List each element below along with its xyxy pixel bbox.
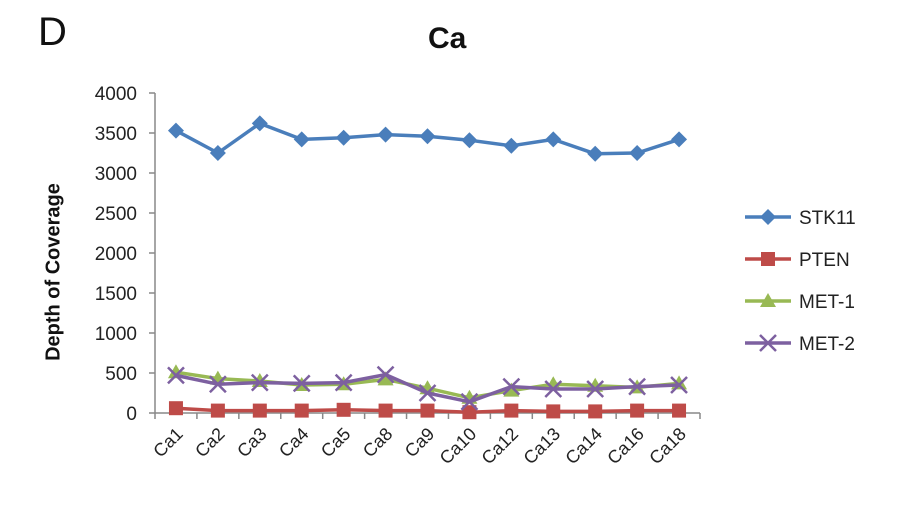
x-tick-label: Ca14 <box>561 424 606 469</box>
data-point-met-2 <box>502 377 521 396</box>
data-point-stk11 <box>293 131 310 148</box>
y-tick-label: 3000 <box>95 164 137 185</box>
data-point-pten <box>168 401 183 416</box>
x-tick-label: Ca2 <box>191 424 228 461</box>
data-point-stk11 <box>419 128 436 145</box>
x-tick-label: Ca5 <box>317 424 354 461</box>
data-point-met-2 <box>209 375 227 394</box>
data-point-pten <box>378 403 393 418</box>
data-point-pten <box>504 403 519 418</box>
data-point-stk11 <box>167 122 184 139</box>
x-tick-label: Ca13 <box>520 424 565 469</box>
y-tick-label: 2000 <box>95 244 137 265</box>
y-tick-label: 1500 <box>95 284 137 305</box>
legend-label-pten: PTEN <box>799 250 850 271</box>
data-point-pten <box>294 403 309 418</box>
data-point-met-2 <box>544 380 563 398</box>
data-point-pten <box>210 403 225 418</box>
x-tick-label: Ca18 <box>645 424 690 469</box>
data-point-pten <box>336 402 351 417</box>
data-point-stk11 <box>503 137 520 154</box>
legend-marker-met-2 <box>759 334 777 352</box>
data-point-met-1 <box>503 382 520 397</box>
data-point-met-2 <box>418 384 437 402</box>
data-point-met-2 <box>250 373 269 392</box>
data-point-met-2 <box>334 373 353 392</box>
data-point-met-2 <box>376 365 395 384</box>
data-point-met-2 <box>586 380 605 398</box>
legend-marker-pten <box>761 252 775 266</box>
panel-label: D <box>38 10 67 54</box>
data-point-pten <box>630 403 645 418</box>
y-tick-label: 4000 <box>95 84 137 105</box>
y-tick-label: 0 <box>126 404 137 425</box>
data-point-pten <box>462 405 477 420</box>
y-tick-label: 3500 <box>95 124 137 145</box>
y-tick-label: 2500 <box>95 204 137 225</box>
data-point-met-2 <box>292 374 311 393</box>
data-point-pten <box>588 404 603 419</box>
legend-label-stk11: STK11 <box>799 208 856 229</box>
data-point-met-2 <box>460 392 479 411</box>
x-tick-label: Ca10 <box>436 424 481 469</box>
data-point-stk11 <box>251 115 268 132</box>
x-tick-label: Ca1 <box>149 424 186 461</box>
x-tick-label: Ca12 <box>478 424 523 469</box>
data-point-stk11 <box>335 129 352 146</box>
data-point-met-2 <box>670 376 688 394</box>
x-tick-label: Ca8 <box>359 424 396 461</box>
data-point-met-2 <box>628 377 646 396</box>
data-point-pten <box>672 403 687 418</box>
x-tick-label: Ca4 <box>275 424 312 461</box>
x-tick-label: Ca9 <box>401 424 438 461</box>
data-point-pten <box>252 403 267 418</box>
data-point-pten <box>546 404 561 419</box>
x-tick-label: Ca3 <box>233 424 270 461</box>
data-point-stk11 <box>629 145 646 161</box>
data-point-stk11 <box>377 126 394 143</box>
legend-label-met-2: MET-2 <box>799 334 855 355</box>
data-point-pten <box>420 403 435 418</box>
y-tick-label: 500 <box>105 364 137 385</box>
x-tick-label: Ca16 <box>603 424 648 469</box>
legend-label-met-1: MET-1 <box>799 292 855 313</box>
data-point-stk11 <box>209 145 226 161</box>
data-point-stk11 <box>461 132 478 149</box>
legend-marker-met-1 <box>760 293 776 307</box>
data-point-met-1 <box>377 371 394 386</box>
data-point-met-2 <box>167 366 185 385</box>
data-point-stk11 <box>587 145 604 162</box>
y-tick-label: 1000 <box>95 324 137 345</box>
data-point-stk11 <box>671 131 688 148</box>
data-point-stk11 <box>545 131 562 148</box>
legend-marker-stk11 <box>760 209 776 225</box>
